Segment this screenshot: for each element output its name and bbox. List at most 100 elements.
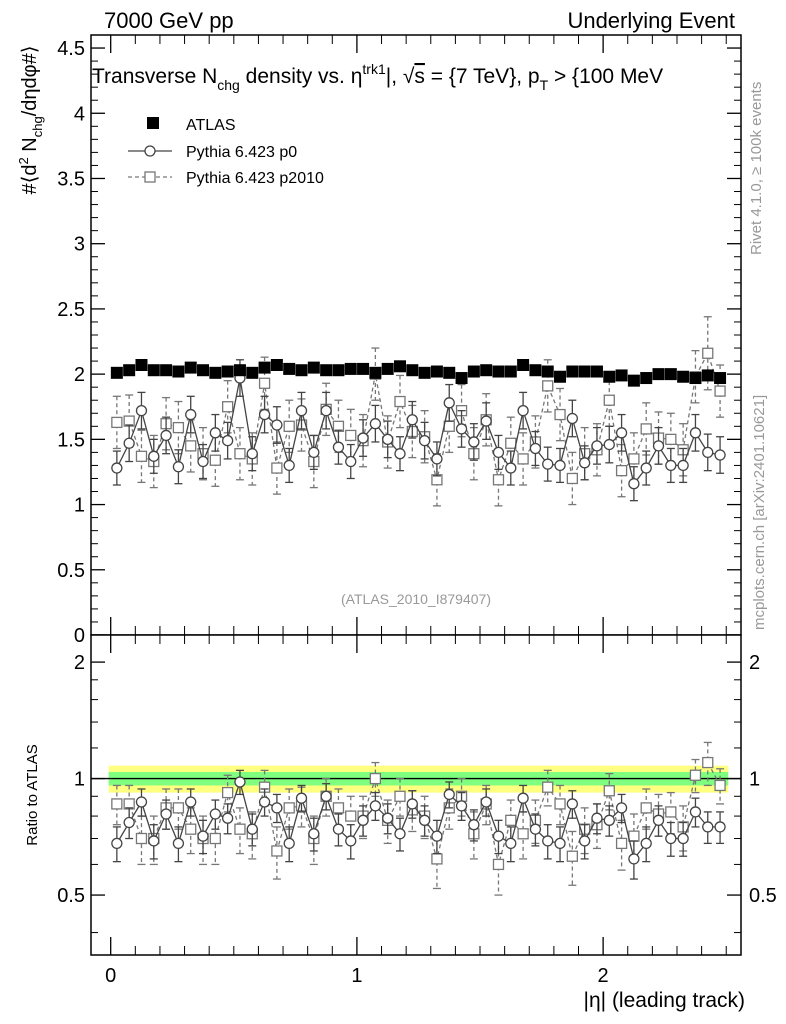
p2010-point <box>111 798 123 810</box>
p0-point <box>295 792 308 804</box>
main-ytick-label: 1.5 <box>57 429 85 451</box>
atlas-point <box>467 365 480 378</box>
legend-marker-p0 <box>144 145 156 157</box>
p0-point <box>135 405 148 417</box>
atlas-point <box>455 372 468 385</box>
ratio-ytick-label-right: 1 <box>749 769 760 791</box>
p0-point <box>320 405 332 417</box>
atlas-point <box>135 359 148 371</box>
p2010-point <box>234 823 246 835</box>
ratio-series <box>111 741 726 896</box>
p0-point <box>283 837 295 850</box>
p2010-point <box>492 858 505 871</box>
atlas-point <box>640 372 653 385</box>
p0-point <box>591 812 603 824</box>
p0-point <box>197 455 209 468</box>
side-label-mcplots: mcplots.cern.ch [arXiv:2401.10621] <box>751 395 768 630</box>
atlas-point <box>714 372 727 385</box>
p0-point <box>369 418 382 430</box>
side-label-rivet: Rivet 4.1.0, ≥ 100k events <box>748 82 765 255</box>
atlas-point <box>615 369 628 382</box>
atlas-point <box>529 364 542 377</box>
analysis-tag: (ATLAS_2010_I879407) <box>341 591 491 607</box>
atlas-point <box>258 361 271 374</box>
legend-marker-atlas <box>147 117 159 129</box>
title-sub-chg: chg <box>217 77 240 93</box>
main-ytick-label: 0.5 <box>57 560 85 582</box>
p0-point <box>234 776 246 788</box>
p2010-point <box>615 837 628 850</box>
atlas-point <box>369 366 382 379</box>
p2010-point <box>185 440 197 452</box>
p0-point <box>431 453 443 465</box>
p0-point <box>271 419 283 431</box>
atlas-point <box>603 370 616 383</box>
p0-point <box>295 405 308 417</box>
p2010-point <box>111 416 123 429</box>
p2010-point <box>345 810 357 822</box>
main-ytick-label: 4 <box>74 103 85 125</box>
p2010-point <box>665 433 677 445</box>
main-ylabel: #⟨d2 Nchg/dηdφ#⟩ <box>16 45 45 194</box>
legend-label-p0: Pythia 6.423 p0 <box>186 144 297 161</box>
p0-point <box>517 792 529 804</box>
p0-point <box>185 796 197 808</box>
p0-point <box>443 397 455 409</box>
main-ytick-label: 3 <box>74 234 85 256</box>
p0-point <box>345 455 357 468</box>
p0-point <box>185 408 197 421</box>
p0-point <box>394 448 406 460</box>
p0-point <box>714 449 726 461</box>
p0-point <box>123 437 135 449</box>
atlas-point <box>110 366 123 379</box>
title-sqrt: √ <box>403 65 415 88</box>
title-sup-trk1: trk1 <box>362 61 386 77</box>
p2010-point <box>283 420 295 432</box>
p0-point <box>529 823 542 835</box>
p2010-point <box>628 830 640 842</box>
atlas-point <box>332 364 345 377</box>
ratio-ytick-label: 1 <box>74 769 85 791</box>
atlas-point <box>627 374 640 387</box>
header-left: 7000 GeV pp <box>104 8 234 33</box>
atlas-point <box>233 364 246 377</box>
p0-point <box>283 459 295 472</box>
p0-point <box>160 808 172 820</box>
p0-point <box>246 823 258 835</box>
p2010-point <box>640 423 652 435</box>
atlas-point <box>320 364 333 377</box>
p0-point <box>640 462 652 474</box>
p0-point <box>480 415 492 427</box>
p0-point <box>615 427 628 439</box>
main-panel: 0 0.5 1 1.5 2 2.5 3 3.5 4 4.5 Transverse Nchg den… <box>57 34 742 647</box>
main-ytick-label: 4.5 <box>57 38 85 60</box>
p0-point <box>345 835 357 847</box>
atlas-point <box>209 366 222 379</box>
p2010-point <box>505 814 517 826</box>
p0-point <box>542 835 554 847</box>
p2010-point <box>172 802 185 814</box>
p0-point <box>579 835 591 847</box>
atlas-point <box>590 365 603 378</box>
p0-point <box>172 461 185 473</box>
atlas-point <box>283 362 296 375</box>
main-ytick-label: 0 <box>74 625 85 647</box>
p0-point <box>394 828 406 840</box>
ylabel-part-b: N <box>19 137 41 157</box>
atlas-point <box>578 365 591 378</box>
p2010-point <box>135 832 148 845</box>
ratio-ytick-label-right: 0.5 <box>749 885 777 907</box>
p0-point <box>603 438 615 451</box>
ratio-panel: 0.5 0.5 1 1 2 2 0 1 2 <box>57 634 777 987</box>
p2010-point <box>517 453 529 465</box>
p2010-point <box>172 421 185 434</box>
ratio-frame <box>90 634 742 956</box>
p0-point <box>579 457 591 469</box>
title-part-5: > {100 MeV <box>548 65 663 88</box>
p2010-point <box>640 802 652 814</box>
atlas-point <box>504 365 517 378</box>
p0-point <box>591 440 603 452</box>
p0-point <box>702 446 714 459</box>
p0-point <box>677 459 689 472</box>
p2010-point <box>554 408 566 421</box>
